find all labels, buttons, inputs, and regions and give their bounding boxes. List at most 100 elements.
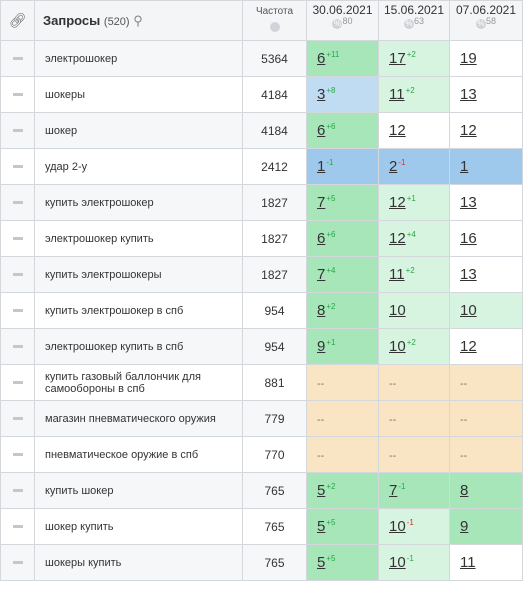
date-column-header[interactable]: 30.06.2021 %80 [306, 0, 379, 41]
position-cell: -- [378, 436, 450, 473]
date-column-header[interactable]: 15.06.2021 %63 [378, 0, 450, 41]
minus-icon[interactable] [12, 57, 23, 61]
position-cell: 10 [449, 292, 523, 329]
position-link[interactable]: 1 [317, 158, 326, 175]
position-link[interactable]: 19 [460, 50, 477, 67]
position-cell: 11+2 [378, 256, 450, 293]
minus-icon[interactable] [12, 273, 23, 277]
remove-query-button[interactable] [0, 76, 35, 113]
frequency-column-header[interactable]: Частота [242, 0, 307, 41]
position-cell: -- [306, 400, 379, 437]
position-delta: +2 [326, 482, 336, 491]
remove-query-button[interactable] [0, 148, 35, 185]
remove-query-button[interactable] [0, 184, 35, 221]
position-link[interactable]: 7 [317, 194, 326, 211]
position-cell: 6+6 [306, 220, 379, 257]
remove-query-button[interactable] [0, 40, 35, 77]
position-cell: 7+4 [306, 256, 379, 293]
position-link[interactable]: 12 [389, 230, 406, 247]
remove-query-button[interactable] [0, 112, 35, 149]
position-link[interactable]: 3 [317, 86, 326, 103]
position-link[interactable]: 6 [317, 230, 326, 247]
query-frequency: 954 [242, 328, 307, 365]
minus-icon[interactable] [12, 453, 23, 457]
position-link[interactable]: 13 [460, 266, 477, 283]
position-link[interactable]: 2 [389, 158, 398, 175]
remove-query-button[interactable] [0, 292, 35, 329]
position-link[interactable]: 13 [460, 194, 477, 211]
position-link[interactable]: 6 [317, 50, 326, 67]
link-icon[interactable]: 🔗︎ [8, 12, 27, 28]
remove-query-button[interactable] [0, 256, 35, 293]
position-cell: 8+2 [306, 292, 379, 329]
position-link[interactable]: 10 [389, 518, 406, 535]
position-link[interactable]: 12 [460, 122, 477, 139]
position-link[interactable]: 10 [460, 302, 477, 319]
position-link[interactable]: 8 [460, 482, 469, 499]
position-link[interactable]: 5 [317, 554, 326, 571]
minus-icon[interactable] [12, 237, 23, 241]
position-link[interactable]: 11 [460, 554, 476, 571]
link-column-header[interactable]: 🔗︎ [0, 0, 35, 41]
position-link[interactable]: 5 [317, 482, 326, 499]
position-link[interactable]: 9 [317, 338, 326, 355]
position-link[interactable]: 9 [460, 518, 469, 535]
minus-icon[interactable] [12, 165, 23, 169]
search-icon[interactable]: ⚲ [133, 12, 143, 28]
position-cell: 1 [449, 148, 523, 185]
table-row: купить шокер 765 5+2 7-1 8 [0, 472, 523, 509]
query-frequency: 4184 [242, 76, 307, 113]
percent-icon: % [403, 18, 414, 29]
position-link[interactable]: 6 [317, 122, 326, 139]
remove-query-button[interactable] [0, 400, 35, 437]
table-row: шокер купить 765 5+5 10-1 9 [0, 508, 523, 545]
no-position: -- [389, 450, 397, 462]
minus-icon[interactable] [12, 417, 23, 421]
position-link[interactable]: 13 [460, 86, 477, 103]
query-text: удар 2-у [34, 148, 243, 185]
position-link[interactable]: 11 [389, 86, 405, 103]
query-column-header[interactable]: Запросы (520) ⚲ [34, 0, 243, 41]
position-link[interactable]: 8 [317, 302, 326, 319]
remove-query-button[interactable] [0, 328, 35, 365]
position-cell: -- [449, 364, 523, 401]
table-header: 🔗︎ Запросы (520) ⚲ Частота 30.06.2021 %8… [0, 0, 523, 41]
position-link[interactable]: 11 [389, 266, 405, 283]
query-text: электрошокер купить [34, 220, 243, 257]
query-text: купить шокер [34, 472, 243, 509]
minus-icon[interactable] [12, 201, 23, 205]
minus-icon[interactable] [12, 309, 23, 313]
minus-icon[interactable] [12, 345, 23, 349]
remove-query-button[interactable] [0, 472, 35, 509]
position-link[interactable]: 10 [389, 338, 406, 355]
position-link[interactable]: 16 [460, 230, 477, 247]
remove-query-button[interactable] [0, 436, 35, 473]
minus-icon[interactable] [12, 129, 23, 133]
remove-query-button[interactable] [0, 508, 35, 545]
position-link[interactable]: 7 [389, 482, 398, 499]
position-cell: 5+2 [306, 472, 379, 509]
minus-icon[interactable] [12, 525, 23, 529]
minus-icon[interactable] [12, 381, 23, 385]
remove-query-button[interactable] [0, 544, 35, 581]
position-link[interactable]: 10 [389, 302, 406, 319]
position-link[interactable]: 17 [389, 50, 406, 67]
position-link[interactable]: 10 [389, 554, 406, 571]
date-column-header[interactable]: 07.06.2021 %58 [449, 0, 523, 41]
position-link[interactable]: 7 [317, 266, 326, 283]
minus-icon[interactable] [12, 93, 23, 97]
position-link[interactable]: 5 [317, 518, 326, 535]
position-link[interactable]: 12 [389, 122, 406, 139]
position-link[interactable]: 12 [389, 194, 406, 211]
minus-icon[interactable] [12, 561, 23, 565]
position-link[interactable]: 12 [460, 338, 477, 355]
remove-query-button[interactable] [0, 220, 35, 257]
query-text: купить электрошокер [34, 184, 243, 221]
position-link[interactable]: 1 [460, 158, 469, 175]
minus-icon[interactable] [12, 489, 23, 493]
position-cell: 8 [449, 472, 523, 509]
query-frequency: 765 [242, 472, 307, 509]
position-delta: +6 [326, 230, 336, 239]
remove-query-button[interactable] [0, 364, 35, 401]
globe-icon [269, 22, 280, 32]
